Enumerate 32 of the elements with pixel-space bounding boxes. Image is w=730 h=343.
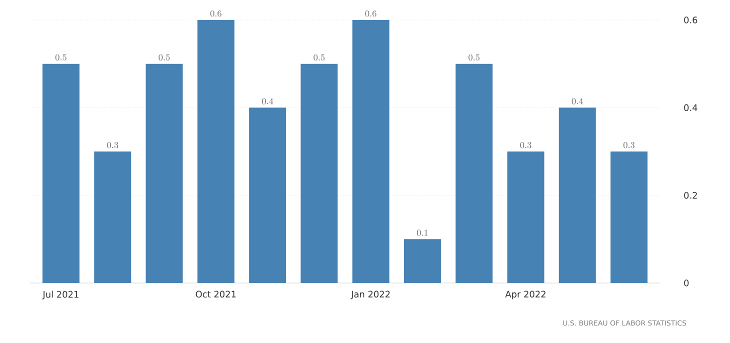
data-label: 0.6 [210,10,222,17]
bar [352,20,390,283]
x-tick-label: Apr 2022 [505,290,546,300]
data-label: 0. 1 [416,230,428,236]
bar [558,108,596,283]
data-label: 0.3 [623,142,635,148]
y-tick-label: 0.4 [684,104,698,112]
bar [94,152,132,283]
y-tick-label: 0 [684,280,689,286]
x-tick-label: Oct 2021 [196,290,236,298]
data-label: 0.3 [107,142,118,148]
data-label: 0.6 [365,10,376,17]
x-tick-label: Jul 2021 [42,290,78,300]
bar [300,64,338,283]
data-label: 0.4 [262,98,274,104]
data-label: 0.5 [314,54,325,61]
data-label: 0.3 [520,142,532,148]
data-label: 0.5 [468,54,480,61]
data-label: 0.5 [158,54,170,61]
y-tick-label: 0.6 [684,16,698,24]
data-label: 0.4 [572,98,584,104]
bar [610,152,648,283]
x-tick-label: Jan 2022 [350,290,390,300]
y-tick-label: 0.2 [684,192,697,199]
bar [404,239,441,283]
data-label: 0.5 [55,54,66,61]
bar [42,64,80,283]
bar [507,152,544,283]
bar [197,20,234,283]
bar [456,64,493,283]
bar [249,108,286,283]
bar [146,64,183,283]
